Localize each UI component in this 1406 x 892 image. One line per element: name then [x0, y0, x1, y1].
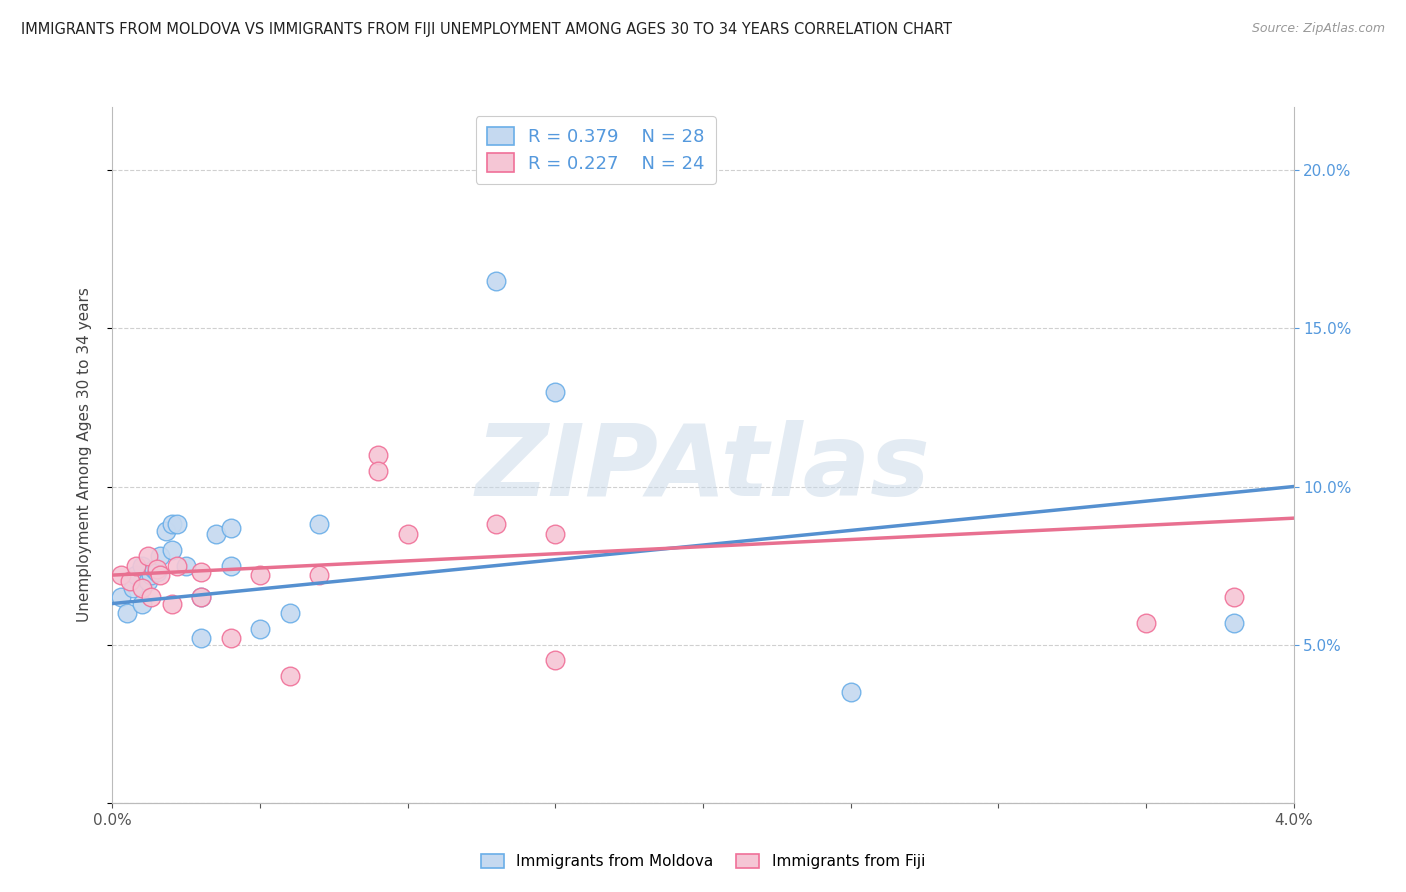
Point [485, 517, 508, 532]
Point [1135, 615, 1157, 630]
Point [396, 527, 419, 541]
Point [131, 597, 153, 611]
Point [136, 549, 159, 563]
Point [839, 685, 862, 699]
Point [1223, 591, 1246, 605]
Point [110, 591, 132, 605]
Point [190, 591, 212, 605]
Point [136, 574, 159, 589]
Point [122, 581, 145, 595]
Point [155, 524, 177, 538]
Point [174, 558, 197, 573]
Y-axis label: Unemployment Among Ages 30 to 34 years: Unemployment Among Ages 30 to 34 years [77, 287, 91, 623]
Point [308, 568, 330, 582]
Point [544, 384, 567, 399]
Point [219, 521, 242, 535]
Point [308, 517, 330, 532]
Point [1223, 615, 1246, 630]
Point [160, 542, 183, 557]
Point [249, 568, 271, 582]
Legend: R = 0.379    N = 28, R = 0.227    N = 24: R = 0.379 N = 28, R = 0.227 N = 24 [475, 116, 716, 184]
Point [110, 568, 132, 582]
Point [205, 527, 228, 541]
Point [219, 558, 242, 573]
Point [544, 653, 567, 667]
Point [367, 448, 389, 462]
Text: ZIPAtlas: ZIPAtlas [475, 420, 931, 517]
Legend: Immigrants from Moldova, Immigrants from Fiji: Immigrants from Moldova, Immigrants from… [475, 847, 931, 875]
Point [142, 562, 165, 576]
Point [120, 574, 142, 589]
Point [166, 517, 188, 532]
Point [219, 632, 242, 646]
Point [190, 565, 212, 579]
Point [146, 562, 169, 576]
Point [131, 581, 153, 595]
Point [117, 606, 138, 620]
Text: IMMIGRANTS FROM MOLDOVA VS IMMIGRANTS FROM FIJI UNEMPLOYMENT AMONG AGES 30 TO 34: IMMIGRANTS FROM MOLDOVA VS IMMIGRANTS FR… [21, 22, 952, 37]
Point [166, 558, 188, 573]
Text: Source: ZipAtlas.com: Source: ZipAtlas.com [1251, 22, 1385, 36]
Point [139, 591, 162, 605]
Point [190, 632, 212, 646]
Point [146, 565, 169, 579]
Point [160, 517, 183, 532]
Point [125, 558, 148, 573]
Point [367, 464, 389, 478]
Point [485, 274, 508, 288]
Point [139, 568, 162, 582]
Point [544, 527, 567, 541]
Point [149, 549, 172, 563]
Point [190, 591, 212, 605]
Point [249, 622, 271, 636]
Point [278, 669, 301, 683]
Point [125, 568, 148, 582]
Point [160, 597, 183, 611]
Point [131, 558, 153, 573]
Point [149, 568, 172, 582]
Point [278, 606, 301, 620]
